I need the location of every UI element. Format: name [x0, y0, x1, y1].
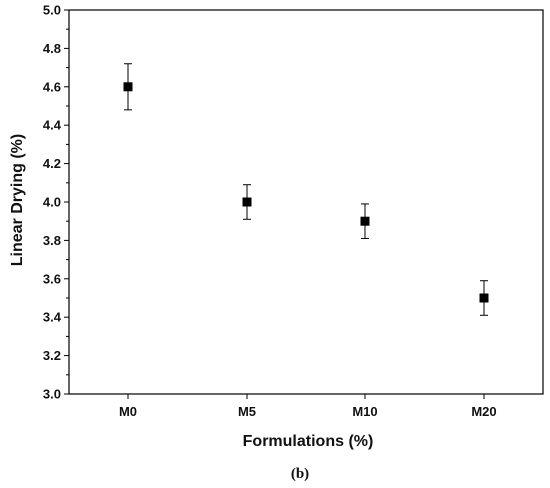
- y-tick-label: 4.2: [43, 156, 61, 171]
- x-tick-label: M0: [119, 404, 137, 419]
- data-point-marker: [360, 216, 370, 226]
- y-tick-label: 4.8: [43, 41, 61, 56]
- data-point-marker: [479, 293, 489, 303]
- data-point-M5: [242, 184, 252, 220]
- data-marks: [123, 63, 489, 316]
- figure-caption: (b): [291, 466, 309, 482]
- x-tick-label: M10: [352, 404, 377, 419]
- plot-border: [68, 9, 544, 395]
- y-tick-label: 4.4: [43, 118, 62, 133]
- y-tick-label: 5.0: [43, 3, 61, 18]
- y-tick-label: 3.2: [43, 348, 61, 363]
- data-point-marker: [242, 197, 252, 207]
- x-tick-label: M20: [471, 404, 496, 419]
- y-tick-label: 4.0: [43, 195, 61, 210]
- x-axis-label: Formulations (%): [243, 433, 374, 450]
- y-tick-label: 3.6: [43, 271, 61, 286]
- y-tick-label: 3.8: [43, 233, 61, 248]
- y-axis-label: Linear Drying (%): [9, 134, 26, 266]
- x-axis-ticks: M0 M5 M10 M20: [119, 394, 497, 419]
- data-point-M10: [360, 203, 370, 239]
- data-point-M20: [479, 280, 489, 316]
- x-tick-label: M5: [238, 404, 256, 419]
- y-axis-ticks: 3.0 3.2 3.4 3.6 3.8 4.0 4.2 4.4 4.6 4.8 5.0: [43, 3, 69, 402]
- data-point-marker: [123, 82, 133, 92]
- y-tick-label: 3.0: [43, 387, 61, 402]
- y-tick-label: 4.6: [43, 79, 61, 94]
- plot-frame: [68, 9, 544, 395]
- y-tick-label: 3.4: [43, 310, 62, 325]
- data-point-M0: [123, 63, 133, 111]
